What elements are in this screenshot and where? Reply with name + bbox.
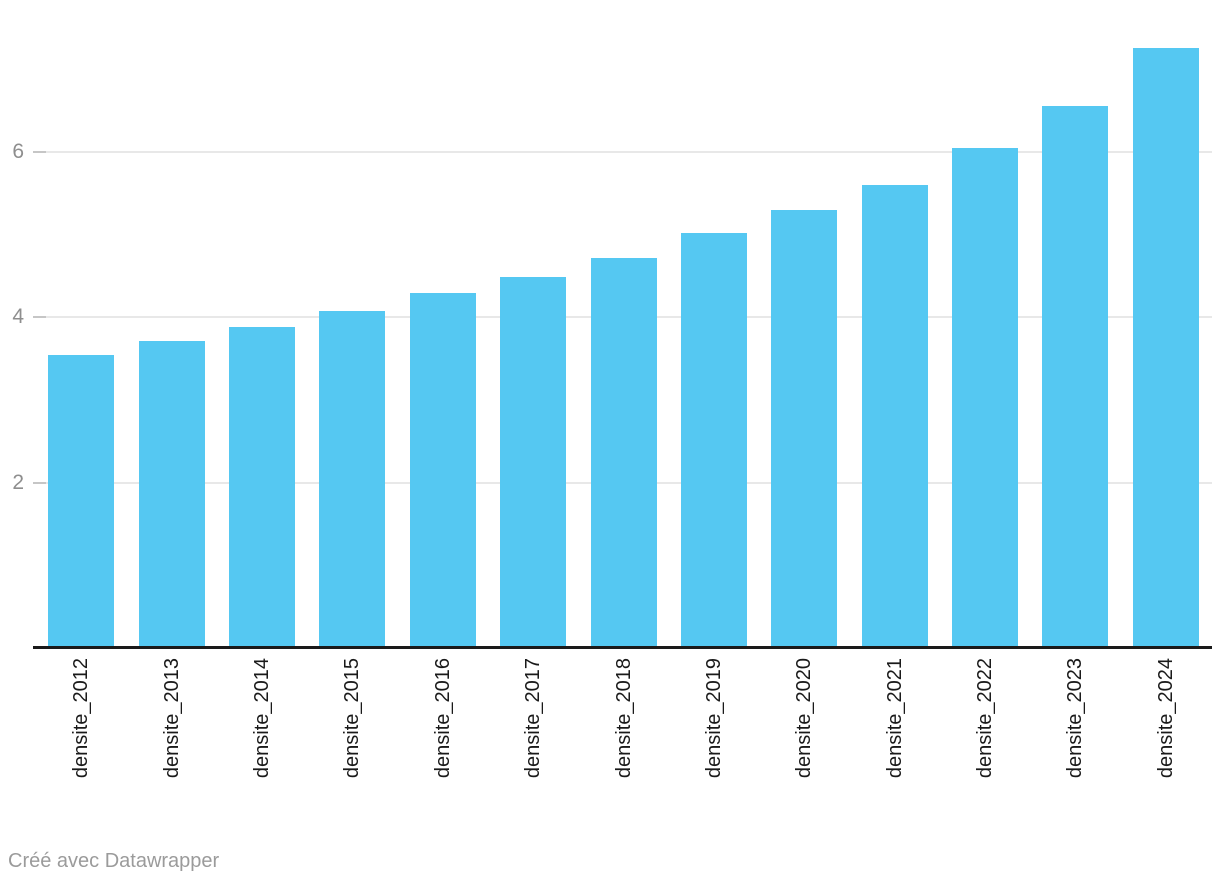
y-axis-tick: [33, 316, 46, 318]
bar-densite_2014[interactable]: [229, 327, 295, 648]
bar-densite_2021[interactable]: [861, 184, 928, 648]
bar-densite_2019[interactable]: [680, 232, 747, 648]
bar-densite_2012[interactable]: [48, 355, 115, 648]
bar-densite_2020[interactable]: [771, 209, 838, 648]
bar-densite_2024[interactable]: [1132, 47, 1199, 648]
x-axis-category-label: densite_2021: [883, 658, 906, 779]
y-axis-tick: [33, 151, 46, 153]
x-axis-category-label: densite_2019: [702, 658, 725, 779]
x-axis-category-label: densite_2022: [974, 658, 996, 779]
x-axis-category-label: densite_2014: [251, 658, 273, 779]
y-axis-tick-label: 4: [12, 305, 24, 328]
x-axis-category-label: densite_2015: [341, 658, 364, 779]
bar-densite_2015[interactable]: [319, 310, 386, 648]
bar-densite_2017[interactable]: [500, 276, 567, 648]
bar-densite_2023[interactable]: [1042, 105, 1109, 648]
bar-densite_2013[interactable]: [138, 341, 205, 648]
x-axis-category-label: densite_2024: [1154, 658, 1177, 779]
y-axis-tick: [33, 482, 46, 484]
gridline: [33, 151, 1212, 153]
x-axis-category-label: densite_2013: [160, 658, 183, 779]
bar-densite_2016[interactable]: [409, 293, 476, 648]
y-axis-tick-label: 2: [12, 471, 24, 494]
bar-densite_2018[interactable]: [590, 257, 657, 648]
x-axis-category-label: densite_2016: [431, 658, 454, 779]
datawrapper-attribution-link[interactable]: Créé avec Datawrapper: [8, 850, 220, 872]
x-axis-category-label: densite_2017: [522, 658, 545, 779]
x-axis-category-label: densite_2020: [793, 658, 816, 779]
bar-densite_2022[interactable]: [952, 147, 1018, 648]
x-axis-category-label: densite_2023: [1064, 658, 1087, 779]
x-axis-category-label: densite_2012: [70, 658, 93, 779]
x-axis-line: [33, 646, 1212, 649]
x-axis-category-label: densite_2018: [612, 658, 635, 779]
y-axis-tick-label: 6: [12, 140, 24, 163]
